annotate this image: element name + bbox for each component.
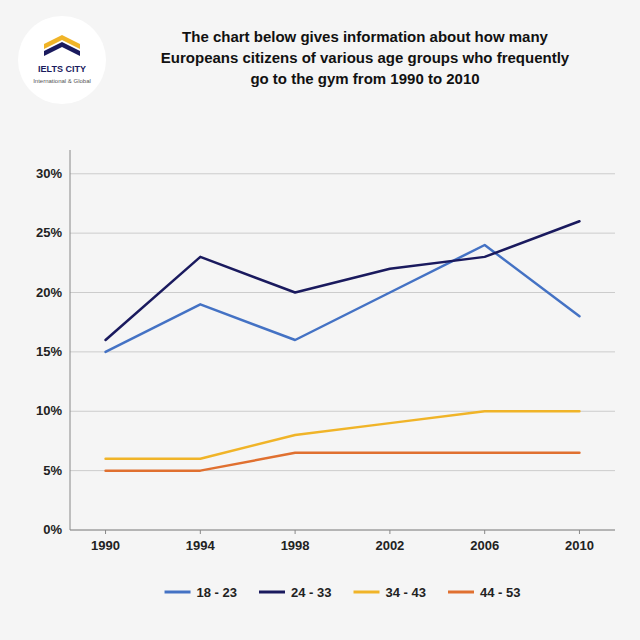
chart: IELTS CITY International & Global The char… <box>0 0 640 640</box>
title: The chart below gives information about … <box>161 28 570 87</box>
y-tick-label: 25% <box>36 225 62 240</box>
x-tick <box>579 530 580 534</box>
legend-swatch <box>354 591 380 594</box>
x-tick-label: 2010 <box>565 538 594 553</box>
x-tick-label: 1990 <box>91 538 120 553</box>
legend-swatch <box>165 591 191 594</box>
series-line <box>106 245 580 352</box>
legend-label: 24 - 33 <box>291 585 331 600</box>
legend-item: 24 - 33 <box>259 585 331 600</box>
x-tick <box>295 530 296 534</box>
legend-item: 44 - 53 <box>448 585 520 600</box>
y-tick-label: 20% <box>36 285 62 300</box>
title-line: The chart below gives information about … <box>182 28 549 45</box>
x-tick <box>105 530 106 534</box>
legend-item: 34 - 43 <box>354 585 426 600</box>
x-tick-label: 2006 <box>470 538 499 553</box>
grid-line <box>70 351 615 352</box>
legend-swatch <box>448 591 474 594</box>
logo-icon <box>44 42 80 56</box>
y-tick-label: 15% <box>36 344 62 359</box>
x-tick <box>484 530 485 534</box>
y-tick-label: 0% <box>43 522 62 537</box>
plot-area <box>106 221 580 470</box>
x-tick-label: 1998 <box>281 538 310 553</box>
logo-circle <box>18 16 106 104</box>
grid-line <box>70 530 615 531</box>
legend-label: 44 - 53 <box>480 585 520 600</box>
x-axis-line <box>70 530 615 531</box>
legend-label: 34 - 43 <box>386 585 426 600</box>
grid-line <box>70 173 615 174</box>
legend: 18 - 23 24 - 33 34 - 43 44 - 53 <box>165 585 521 600</box>
grid-line <box>70 233 615 234</box>
series-line <box>106 221 580 340</box>
annotation: IELTS CITY <box>38 64 86 74</box>
legend-label: 18 - 23 <box>197 585 237 600</box>
legend-swatch <box>259 591 285 594</box>
title-line: go to the gym from 1990 to 2010 <box>250 70 479 87</box>
x-tick <box>389 530 390 534</box>
logo: IELTS CITY International & Global <box>18 16 106 104</box>
annotation: International & Global <box>33 78 91 84</box>
series-line <box>106 453 580 471</box>
y-tick-label: 30% <box>36 166 62 181</box>
background <box>0 0 640 640</box>
x-tick-label: 1994 <box>186 538 216 553</box>
y-tick-label: 5% <box>43 463 62 478</box>
x-tick-label: 2002 <box>375 538 404 553</box>
title-line: Europeans citizens of various age groups… <box>161 49 570 66</box>
grid-line <box>70 292 615 293</box>
y-tick-label: 10% <box>36 403 62 418</box>
y-axis-line <box>70 150 71 530</box>
axes: 0% 5% 10% 15% 20% 25% 30% 1990 1994 1998 2002 2006 2… <box>36 150 615 553</box>
legend-item: 18 - 23 <box>165 585 237 600</box>
x-tick <box>200 530 201 534</box>
